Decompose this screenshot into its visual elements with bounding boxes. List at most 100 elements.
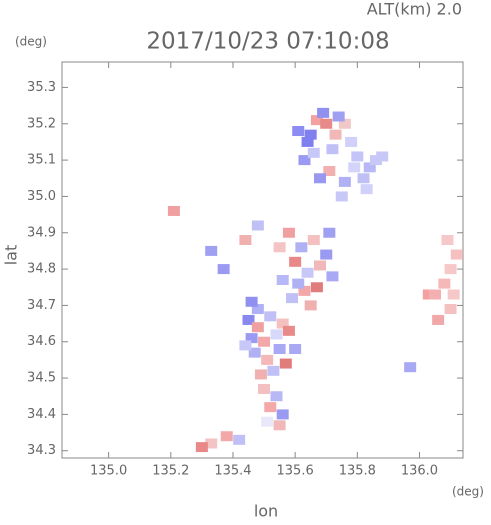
radar-cell	[450, 249, 463, 260]
radar-cell	[289, 344, 302, 355]
radar-cell	[432, 314, 445, 325]
radar-cell	[444, 304, 457, 315]
radar-cell	[301, 267, 314, 278]
radar-cell	[251, 304, 264, 315]
radar-cell	[326, 144, 339, 155]
radar-cell	[338, 176, 351, 187]
radar-cell	[295, 242, 308, 253]
radar-cell	[273, 344, 286, 355]
radar-cell	[314, 260, 327, 271]
radar-cell	[233, 434, 246, 445]
radar-cell	[248, 347, 261, 358]
radar-cell	[422, 289, 435, 300]
y-tick-label: 34.8	[27, 262, 56, 277]
radar-cell	[338, 118, 351, 129]
radar-cell	[348, 162, 361, 173]
radar-cell	[314, 173, 327, 184]
radar-cell	[429, 289, 442, 300]
radar-cell	[376, 151, 389, 162]
radar-cell	[363, 162, 376, 173]
y-tick-label: 34.5	[27, 371, 56, 386]
y-tick-label: 35.3	[27, 80, 56, 95]
radar-cell	[254, 369, 267, 380]
y-tick-label: 35.0	[27, 189, 56, 204]
radar-cell	[239, 235, 252, 246]
radar-cell	[264, 402, 277, 413]
radar-cell	[217, 264, 230, 275]
radar-cell	[258, 336, 271, 347]
altitude-annotation: ALT(km) 2.0	[367, 0, 462, 19]
radar-cell	[326, 271, 339, 282]
x-axis-label: lon	[254, 502, 278, 521]
radar-cell	[360, 184, 373, 195]
radar-cell	[273, 420, 286, 431]
x-tick-label: 135.4	[214, 464, 251, 479]
radar-cell	[264, 311, 277, 322]
radar-cell	[444, 264, 457, 275]
radar-cell	[404, 362, 417, 373]
radar-cell	[270, 329, 283, 340]
x-tick-label: 135.6	[277, 464, 314, 479]
radar-cell	[329, 129, 342, 140]
radar-cell	[345, 136, 358, 147]
radar-cell	[276, 318, 289, 329]
radar-cell	[239, 340, 252, 351]
radar-cell	[357, 173, 370, 184]
radar-cell	[251, 220, 264, 231]
y-tick-label: 34.3	[27, 443, 56, 458]
y-tick-label: 34.7	[27, 298, 56, 313]
radar-cell	[286, 293, 299, 304]
radar-cell	[351, 151, 364, 162]
y-tick-label: 35.1	[27, 153, 56, 168]
radar-cell	[323, 227, 336, 238]
x-tick-label: 136.0	[401, 464, 438, 479]
y-axis-label: lat	[2, 245, 21, 266]
radar-cell	[292, 126, 305, 137]
radar-cell	[438, 278, 451, 289]
radar-cell	[289, 256, 302, 267]
radar-cell	[307, 235, 320, 246]
radar-cell	[304, 300, 317, 311]
radar-cell	[261, 416, 274, 427]
radar-cell	[310, 282, 323, 293]
radar-cell	[441, 235, 454, 246]
y-tick-label: 34.4	[27, 407, 56, 422]
radar-cell	[276, 409, 289, 420]
radar-cell	[242, 314, 255, 325]
radar-cell	[245, 296, 258, 307]
radar-cell	[369, 155, 382, 166]
radar-cell	[251, 322, 264, 333]
chart-title: 2017/10/23 07:10:08	[146, 29, 389, 55]
y-tick-label: 34.9	[27, 225, 56, 240]
radar-cell	[270, 391, 283, 402]
radar-cell	[273, 242, 286, 253]
radar-cell	[205, 245, 218, 256]
radar-cell	[332, 111, 345, 122]
radar-cell	[276, 274, 289, 285]
y-tick-label: 34.6	[27, 334, 56, 349]
radar-cell	[335, 191, 348, 202]
radar-cell	[258, 383, 271, 394]
radar-cell	[447, 289, 460, 300]
x-tick-label: 135.2	[152, 464, 189, 479]
radar-cell	[279, 358, 292, 369]
radar-cell	[310, 115, 323, 126]
radar-cell	[317, 107, 330, 118]
radar-cell	[205, 438, 218, 449]
radar-cell	[320, 118, 333, 129]
x-tick-label: 135.8	[339, 464, 376, 479]
radar-cell	[298, 285, 311, 296]
radar-cell	[282, 227, 295, 238]
radar-cell	[298, 155, 311, 166]
radar-cell	[323, 165, 336, 176]
radar-cell	[167, 205, 180, 216]
y-tick-label: 35.2	[27, 116, 56, 131]
radar-cell	[220, 431, 233, 442]
x-unit: (deg)	[452, 485, 484, 499]
radar-cell	[245, 333, 258, 344]
radar-cell	[304, 129, 317, 140]
radar-cell	[292, 278, 305, 289]
plot-frame	[61, 61, 464, 459]
